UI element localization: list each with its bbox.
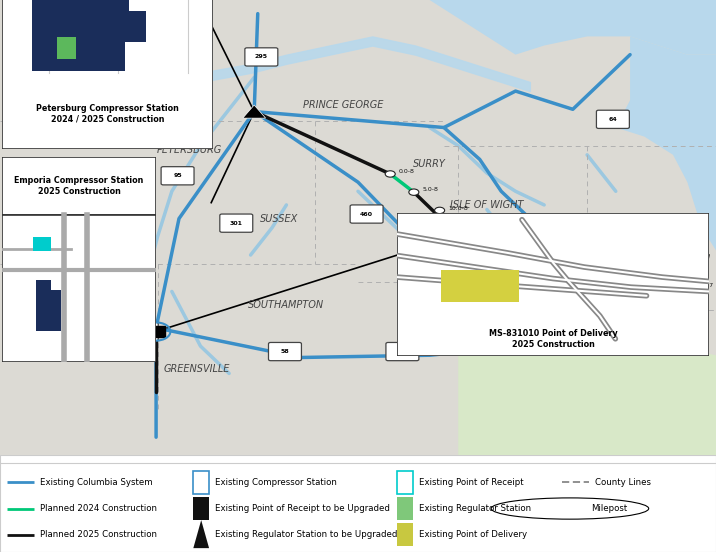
Text: 25.0-8: 25.0-8 — [523, 262, 543, 267]
Text: 10.0-8: 10.0-8 — [448, 205, 468, 211]
Bar — [397, 497, 413, 520]
Text: 5.0-7: 5.0-7 — [563, 288, 579, 293]
Text: 58: 58 — [398, 349, 407, 354]
Circle shape — [600, 281, 610, 288]
Text: Existing Point of Receipt to be Upgraded: Existing Point of Receipt to be Upgraded — [215, 504, 390, 513]
Text: 95: 95 — [173, 173, 182, 178]
Text: GREENSVILLE: GREENSVILLE — [164, 364, 230, 374]
FancyBboxPatch shape — [596, 110, 629, 129]
Circle shape — [669, 288, 679, 295]
Text: ISLE OF WIGHT: ISLE OF WIGHT — [450, 200, 523, 210]
Circle shape — [491, 498, 649, 519]
Text: 64: 64 — [609, 117, 617, 122]
FancyBboxPatch shape — [220, 214, 253, 232]
Bar — [441, 270, 519, 301]
FancyBboxPatch shape — [268, 342, 301, 360]
Circle shape — [525, 273, 535, 280]
Polygon shape — [36, 280, 61, 331]
Text: 85: 85 — [80, 219, 89, 224]
FancyBboxPatch shape — [350, 205, 383, 223]
Circle shape — [697, 290, 707, 296]
Text: 5.0-8: 5.0-8 — [422, 187, 438, 193]
Polygon shape — [193, 520, 209, 548]
Bar — [193, 497, 209, 520]
Text: Existing Compressor Station: Existing Compressor Station — [215, 478, 337, 487]
Text: 15.0-7: 15.0-7 — [633, 275, 653, 280]
Text: Planned 2025 Construction: Planned 2025 Construction — [40, 530, 157, 539]
Text: 0.0-8: 0.0-8 — [399, 169, 415, 174]
Text: Existing Point of Receipt: Existing Point of Receipt — [419, 478, 523, 487]
Text: PRINCE GEORGE: PRINCE GEORGE — [304, 100, 384, 110]
Text: Existing Regulator Station: Existing Regulator Station — [419, 504, 531, 513]
Circle shape — [509, 263, 519, 269]
Text: Emporia Compressor Station
2025 Construction: Emporia Compressor Station 2025 Construc… — [14, 176, 144, 195]
Text: County Lines: County Lines — [595, 478, 651, 487]
Text: Planned 2024 Construction: Planned 2024 Construction — [40, 504, 157, 513]
Circle shape — [409, 189, 419, 195]
FancyBboxPatch shape — [68, 213, 101, 231]
Bar — [33, 237, 52, 251]
Circle shape — [435, 207, 445, 214]
Text: SUFFOLK: SUFFOLK — [450, 300, 495, 310]
Polygon shape — [430, 0, 716, 55]
Text: 20.0-7: 20.0-7 — [664, 297, 684, 302]
Polygon shape — [32, 0, 146, 71]
Circle shape — [638, 283, 648, 289]
Polygon shape — [458, 310, 716, 455]
FancyBboxPatch shape — [125, 322, 158, 341]
Text: Existing Columbia System: Existing Columbia System — [40, 478, 153, 487]
Text: PETERSBURG: PETERSBURG — [157, 145, 223, 155]
FancyBboxPatch shape — [175, 112, 208, 130]
FancyBboxPatch shape — [245, 48, 278, 66]
Text: Existing Point of Delivery: Existing Point of Delivery — [419, 530, 527, 539]
Text: 258: 258 — [423, 282, 436, 287]
Text: 58: 58 — [137, 329, 146, 334]
Text: 58: 58 — [281, 349, 289, 354]
Polygon shape — [243, 105, 266, 118]
Text: 20.0-8: 20.0-8 — [499, 241, 519, 246]
Bar — [397, 523, 413, 546]
Text: Petersburg Compressor Station
2024 / 2025 Construction: Petersburg Compressor Station 2024 / 202… — [37, 104, 179, 123]
Text: 10.0-7: 10.0-7 — [595, 290, 615, 295]
Bar — [2, 157, 156, 215]
Bar — [57, 38, 76, 59]
Text: SUSSEX: SUSSEX — [260, 214, 299, 224]
Circle shape — [459, 225, 469, 232]
Bar — [397, 471, 413, 494]
Text: MS-831010 Point of Delivery
2025 Construction: MS-831010 Point of Delivery 2025 Constru… — [489, 329, 617, 348]
Bar — [2, 215, 156, 362]
Text: Existing Regulator Station to be Upgraded: Existing Regulator Station to be Upgrade… — [215, 530, 397, 539]
Text: 295: 295 — [255, 55, 268, 60]
Text: 15.0-8: 15.0-8 — [473, 224, 493, 229]
Text: 460: 460 — [360, 211, 373, 216]
FancyBboxPatch shape — [386, 342, 419, 360]
Text: SURRY: SURRY — [413, 159, 446, 169]
FancyBboxPatch shape — [161, 167, 194, 185]
Circle shape — [485, 243, 495, 249]
Text: 0.0-7: 0.0-7 — [538, 272, 554, 277]
Bar — [193, 471, 209, 494]
Text: 1: 1 — [190, 118, 194, 123]
Polygon shape — [616, 36, 716, 251]
Text: CHESAPEAKE: CHESAPEAKE — [612, 341, 677, 351]
FancyBboxPatch shape — [413, 275, 446, 294]
Text: 23.63-7: 23.63-7 — [690, 283, 714, 288]
Bar — [147, 326, 165, 337]
Circle shape — [566, 279, 576, 285]
Circle shape — [385, 171, 395, 177]
Text: 301: 301 — [230, 221, 243, 226]
Text: Milepost: Milepost — [591, 504, 627, 513]
Text: SOUTHAMPTON: SOUTHAMPTON — [248, 300, 324, 310]
